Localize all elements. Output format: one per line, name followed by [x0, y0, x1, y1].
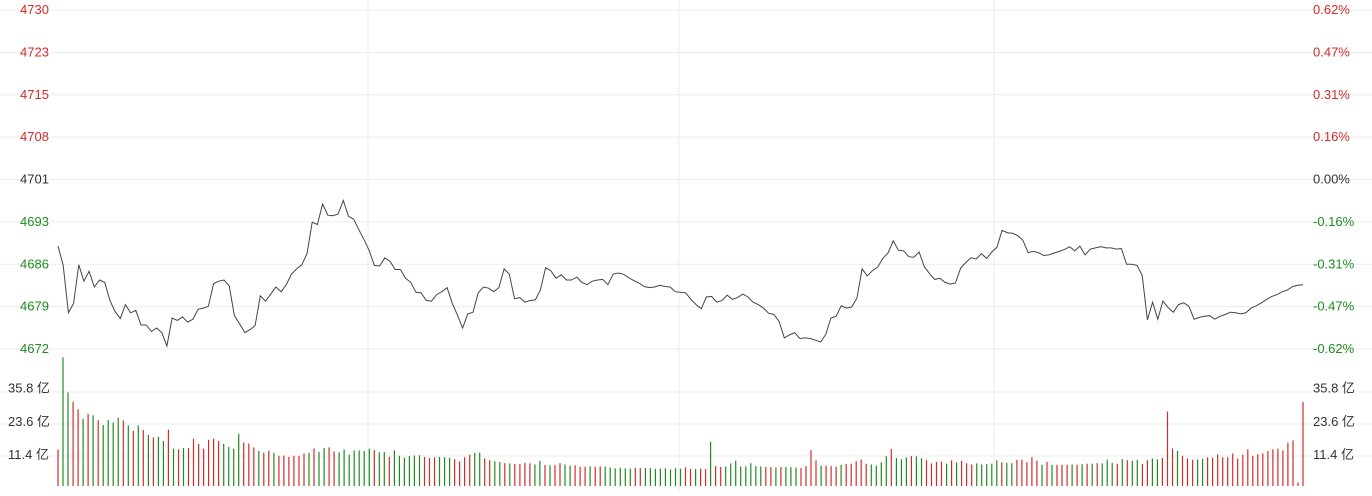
percent-tick-label: -0.47% — [1313, 299, 1355, 314]
price-tick-label: 4693 — [20, 214, 49, 229]
volume-axis-right: 35.8 亿 23.6 亿 11.4 亿 — [1313, 381, 1355, 462]
volume-axis-left: 35.8 亿 23.6 亿 11.4 亿 — [8, 381, 50, 462]
percent-tick-label: 0.62% — [1313, 2, 1350, 17]
percent-tick-label: 0.16% — [1313, 129, 1350, 144]
volume-tick-label: 23.6 亿 — [8, 414, 50, 429]
percent-tick-label: 0.00% — [1313, 172, 1350, 187]
price-tick-label: 4730 — [20, 2, 49, 17]
volume-tick-label: 11.4 亿 — [8, 447, 49, 462]
percent-tick-label: -0.16% — [1313, 214, 1355, 229]
price-tick-label: 4672 — [20, 341, 49, 356]
percent-tick-label: -0.62% — [1313, 341, 1355, 356]
volume-tick-label: 11.4 亿 — [1313, 447, 1354, 462]
price-tick-label: 4701 — [20, 172, 49, 187]
price-axis-left: 4730 4723 4715 4708 4701 4693 4686 4679 4672 — [20, 2, 49, 356]
price-line — [57, 199, 1304, 348]
percent-tick-label: 0.31% — [1313, 87, 1350, 102]
volume-tick-label: 23.6 亿 — [1313, 414, 1355, 429]
volume-series — [57, 357, 1304, 486]
price-tick-label: 4723 — [20, 44, 49, 59]
volume-tick-label: 35.8 亿 — [8, 381, 50, 396]
price-tick-label: 4679 — [20, 299, 49, 314]
price-tick-label: 4708 — [20, 129, 49, 144]
percent-tick-label: 0.47% — [1313, 44, 1350, 59]
price-tick-label: 4715 — [20, 87, 49, 102]
price-tick-label: 4686 — [20, 256, 49, 271]
price-series — [57, 199, 1304, 348]
percent-axis-right: 0.62% 0.47% 0.31% 0.16% 0.00% -0.16% -0.31% -0.… — [1313, 2, 1355, 356]
percent-tick-label: -0.31% — [1313, 256, 1355, 271]
volume-tick-label: 35.8 亿 — [1313, 381, 1355, 396]
